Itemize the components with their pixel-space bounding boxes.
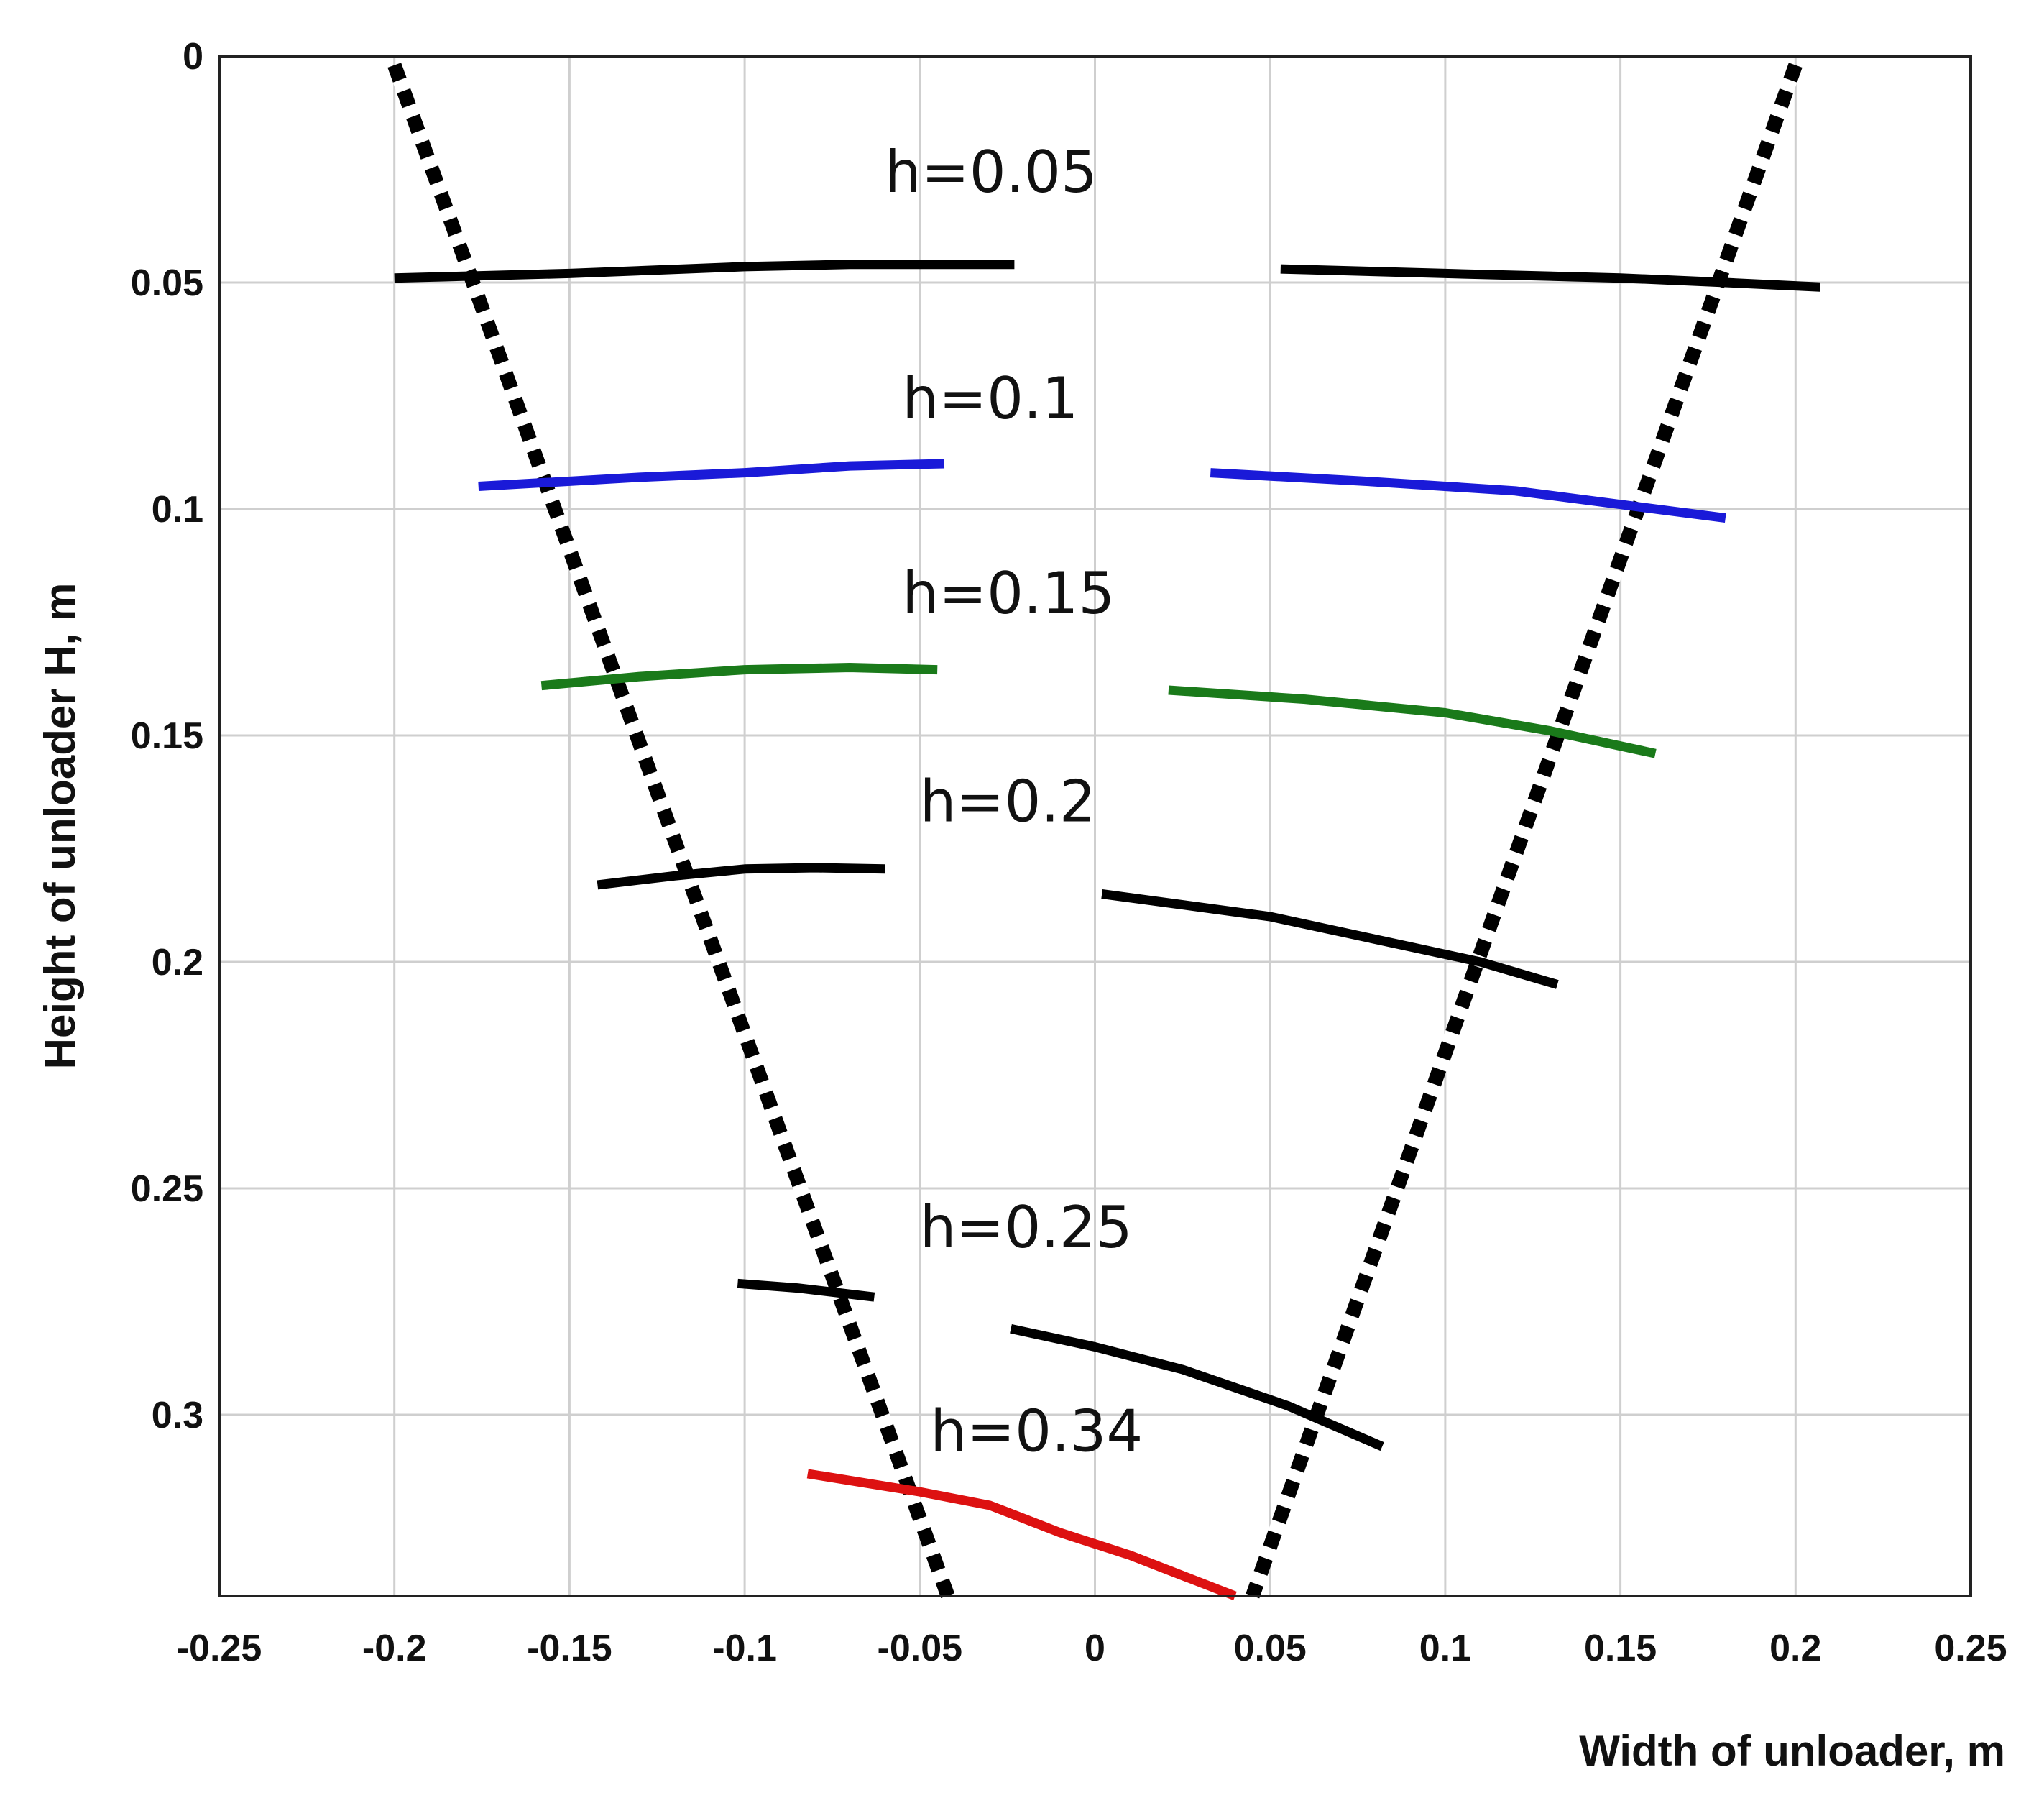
right-boundary-dashes	[1246, 63, 1803, 1599]
series-h=0.05	[394, 260, 1820, 292]
series-h=0.15	[540, 663, 1657, 758]
y-tick-label: 0.2	[152, 942, 203, 983]
series-line-h=0.2-right	[1101, 889, 1559, 989]
plot-frame	[218, 55, 1972, 1597]
y-tick-label: 0.15	[131, 715, 203, 757]
y-tick-label: 0.05	[131, 262, 203, 304]
x-tick-label: -0.2	[362, 1628, 427, 1669]
right-boundary	[1246, 63, 1803, 1599]
curve-label: h=0.1	[902, 365, 1078, 432]
x-tick-label: 0	[1085, 1628, 1105, 1669]
y-tick-label: 0.3	[152, 1395, 203, 1436]
y-tick-label: 0	[183, 36, 203, 78]
x-tick-label: -0.25	[177, 1628, 262, 1669]
series-line-h=0.25-right	[1010, 1323, 1384, 1451]
curve-label: h=0.25	[920, 1194, 1133, 1261]
series-line-h=0.15-right	[1168, 685, 1657, 758]
curve-labels: h=0.05 h=0.1 h=0.15 h=0.2 h=0.25 h=0.34	[885, 139, 1143, 1464]
x-axis-label: Width of unloader, m	[1579, 1727, 2005, 1775]
series-line-h=0.15-left	[540, 663, 938, 691]
y-tick-labels: 0 0.05 0.1 0.15 0.2 0.25 0.3	[131, 36, 203, 1436]
series-line-h=0.1-right	[1210, 468, 1726, 523]
x-tick-labels: -0.25 -0.2 -0.15 -0.1 -0.05 0 0.05 0.1 0.15 0.2 0.…	[177, 1628, 2007, 1669]
y-axis-label: Height of unloader H, m	[36, 583, 84, 1070]
curve-label: h=0.34	[930, 1398, 1143, 1464]
x-tick-label: 0.05	[1234, 1628, 1307, 1669]
x-tick-label: -0.15	[527, 1628, 612, 1669]
series-line-h=0.2-left	[597, 863, 885, 890]
x-tick-label: 0.1	[1419, 1628, 1471, 1669]
x-tick-label: -0.1	[712, 1628, 777, 1669]
series-group	[394, 260, 1820, 1601]
series-h=0.1	[478, 459, 1726, 523]
series-h=0.25	[737, 1278, 1384, 1451]
x-tick-label: 0.15	[1584, 1628, 1657, 1669]
left-boundary-base	[387, 63, 955, 1599]
series-line-h=0.1-left	[478, 459, 945, 491]
x-tick-label: -0.05	[878, 1628, 963, 1669]
series-line-h=0.34-left	[806, 1469, 1237, 1601]
curve-label: h=0.05	[885, 139, 1097, 206]
x-tick-label: 0.25	[1934, 1628, 2007, 1669]
y-tick-label: 0.25	[131, 1168, 203, 1210]
left-boundary	[387, 63, 955, 1599]
series-line-h=0.05-right	[1280, 264, 1820, 292]
curve-label: h=0.2	[920, 769, 1096, 835]
y-tick-label: 0.1	[152, 489, 203, 531]
series-line-h=0.25-left	[737, 1278, 875, 1302]
series-h=0.2	[597, 863, 1559, 989]
boundary-lines	[387, 63, 1803, 1599]
curve-label: h=0.15	[902, 560, 1115, 627]
x-tick-label: 0.2	[1769, 1628, 1821, 1669]
series-line-h=0.05-left	[394, 260, 1015, 283]
series-h=0.34	[806, 1469, 1237, 1601]
